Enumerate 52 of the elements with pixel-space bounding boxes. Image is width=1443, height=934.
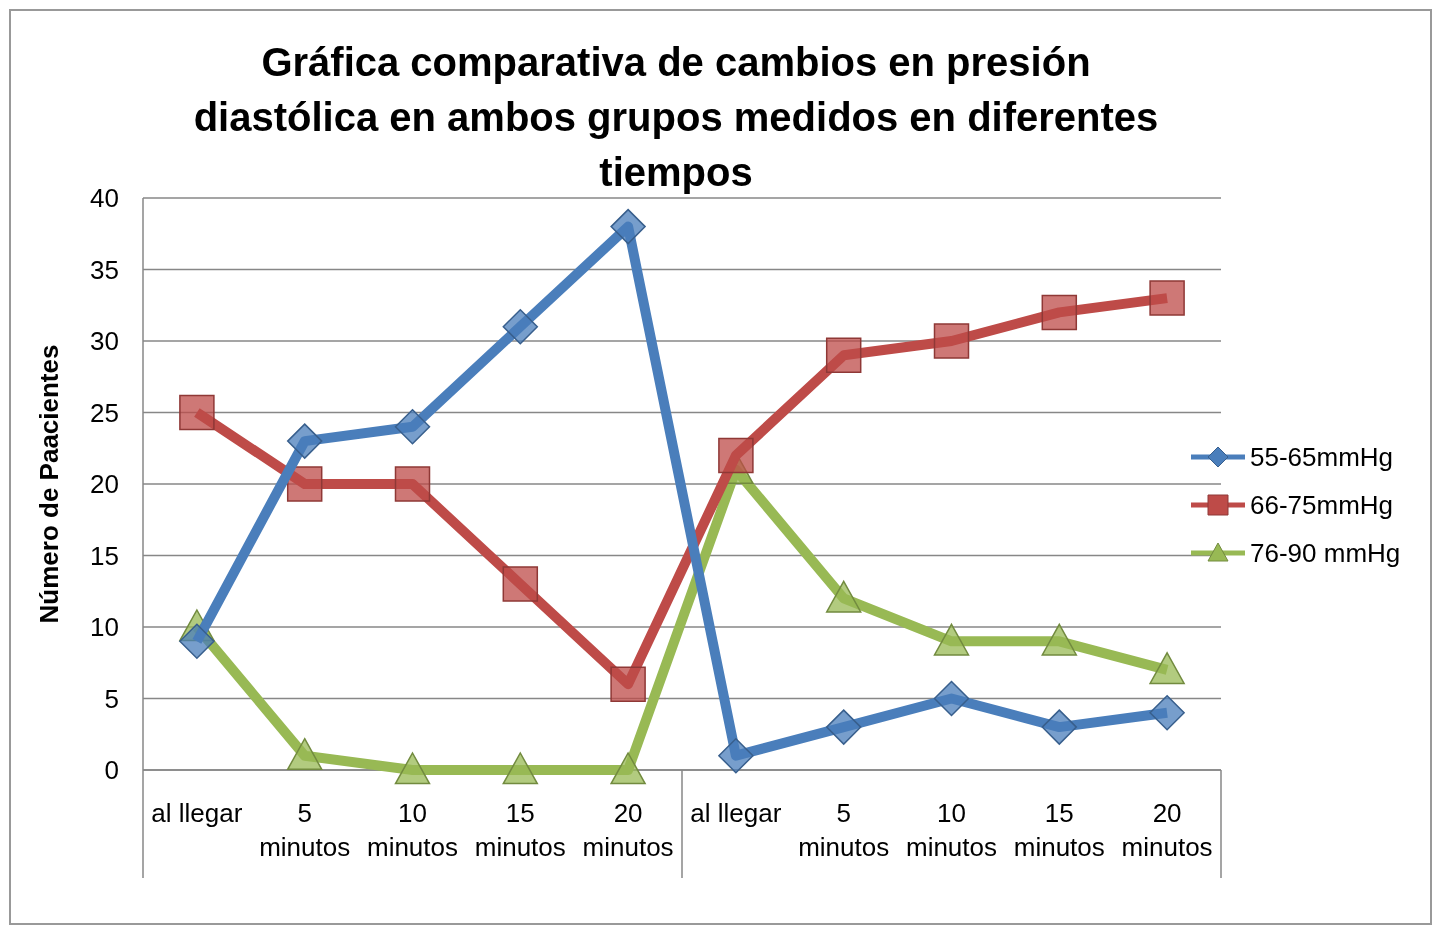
x-tick-label: 5 minutos [259, 798, 351, 862]
x-tick-label: 5 minutos [798, 798, 890, 862]
legend-label: 55-65mmHg [1250, 442, 1394, 473]
legend-label: 76-90 mmHg [1250, 538, 1401, 569]
y-tick-label: 20 [90, 469, 119, 500]
point [502, 752, 539, 785]
point [502, 566, 539, 602]
point [179, 623, 215, 660]
point [825, 337, 862, 374]
point [1149, 652, 1185, 685]
point [179, 394, 215, 431]
point [286, 466, 323, 502]
y-tick-label: 10 [90, 612, 119, 643]
y-tick-label: 5 [104, 683, 119, 714]
point [825, 709, 862, 745]
x-tick-label: al llegar [690, 798, 782, 828]
legend-label: 66-75mmHg [1250, 490, 1394, 521]
x-tick-label: 10 minutos [366, 798, 459, 862]
point [394, 409, 431, 445]
x-tick-label: 10 minutos [905, 798, 998, 862]
point [610, 666, 646, 702]
point [718, 737, 754, 774]
point [1041, 294, 1078, 331]
point [502, 308, 539, 345]
y-tick-label: 35 [90, 254, 119, 285]
y-tick-label: 0 [104, 755, 119, 786]
y-tick-label: 40 [90, 183, 119, 214]
y-tick-label: 25 [90, 397, 119, 428]
point [286, 423, 323, 459]
y-tick-label: 15 [90, 540, 119, 571]
x-tick-label: 20 minutos [1121, 798, 1213, 862]
point [394, 466, 431, 502]
x-tick-label: 15 minutos [1013, 798, 1105, 862]
point [825, 580, 862, 613]
point [933, 323, 970, 359]
point [718, 437, 754, 474]
point [1041, 709, 1078, 745]
point [1149, 280, 1185, 316]
point [1149, 695, 1185, 731]
point [610, 752, 646, 785]
point [394, 752, 431, 785]
x-tick-label: al llegar [151, 798, 243, 828]
y-tick-label: 30 [90, 326, 119, 357]
point [1041, 623, 1078, 656]
point [933, 623, 970, 656]
y-axis-title: Número de Paacientes [34, 344, 64, 624]
x-tick-label: 20 minutos [582, 798, 674, 862]
x-tick-label: 15 minutos [474, 798, 566, 862]
point [933, 680, 970, 717]
point [610, 208, 646, 245]
chart-title: Gráfica comparativa de cambios en presión diastólica en ambos grupos medidos en diferentes tiempos [193, 40, 1159, 194]
point [286, 737, 323, 771]
